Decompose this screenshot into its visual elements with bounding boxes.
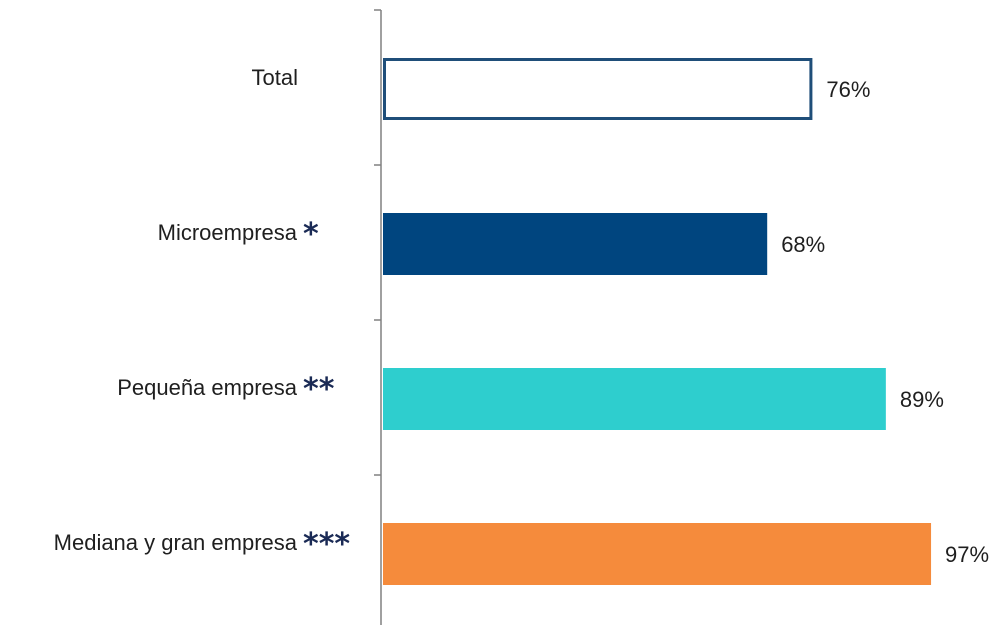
- category-label: Pequeña empresa: [117, 375, 298, 400]
- value-label: 97%: [945, 542, 989, 567]
- category-label: Total: [252, 65, 298, 90]
- significance-marker: *: [303, 217, 319, 252]
- value-label: 89%: [900, 387, 944, 412]
- bars-group: [383, 58, 932, 585]
- category-label: Mediana y gran empresa: [54, 530, 298, 555]
- labels-group: 76% Total 68% Microempresa * 89% Pequeña empre…: [54, 65, 989, 567]
- significance-marker: **: [303, 372, 335, 407]
- bar-mediana-y-gran-empresa: [383, 523, 932, 585]
- bar-total: [383, 58, 813, 120]
- value-label: 76%: [826, 77, 870, 102]
- category-axis: [374, 9, 382, 625]
- category-label: Microempresa: [158, 220, 298, 245]
- bar-pequeña-empresa: [383, 368, 886, 430]
- bar-microempresa: [383, 213, 768, 275]
- value-label: 68%: [781, 232, 825, 257]
- significance-marker: ***: [303, 527, 350, 562]
